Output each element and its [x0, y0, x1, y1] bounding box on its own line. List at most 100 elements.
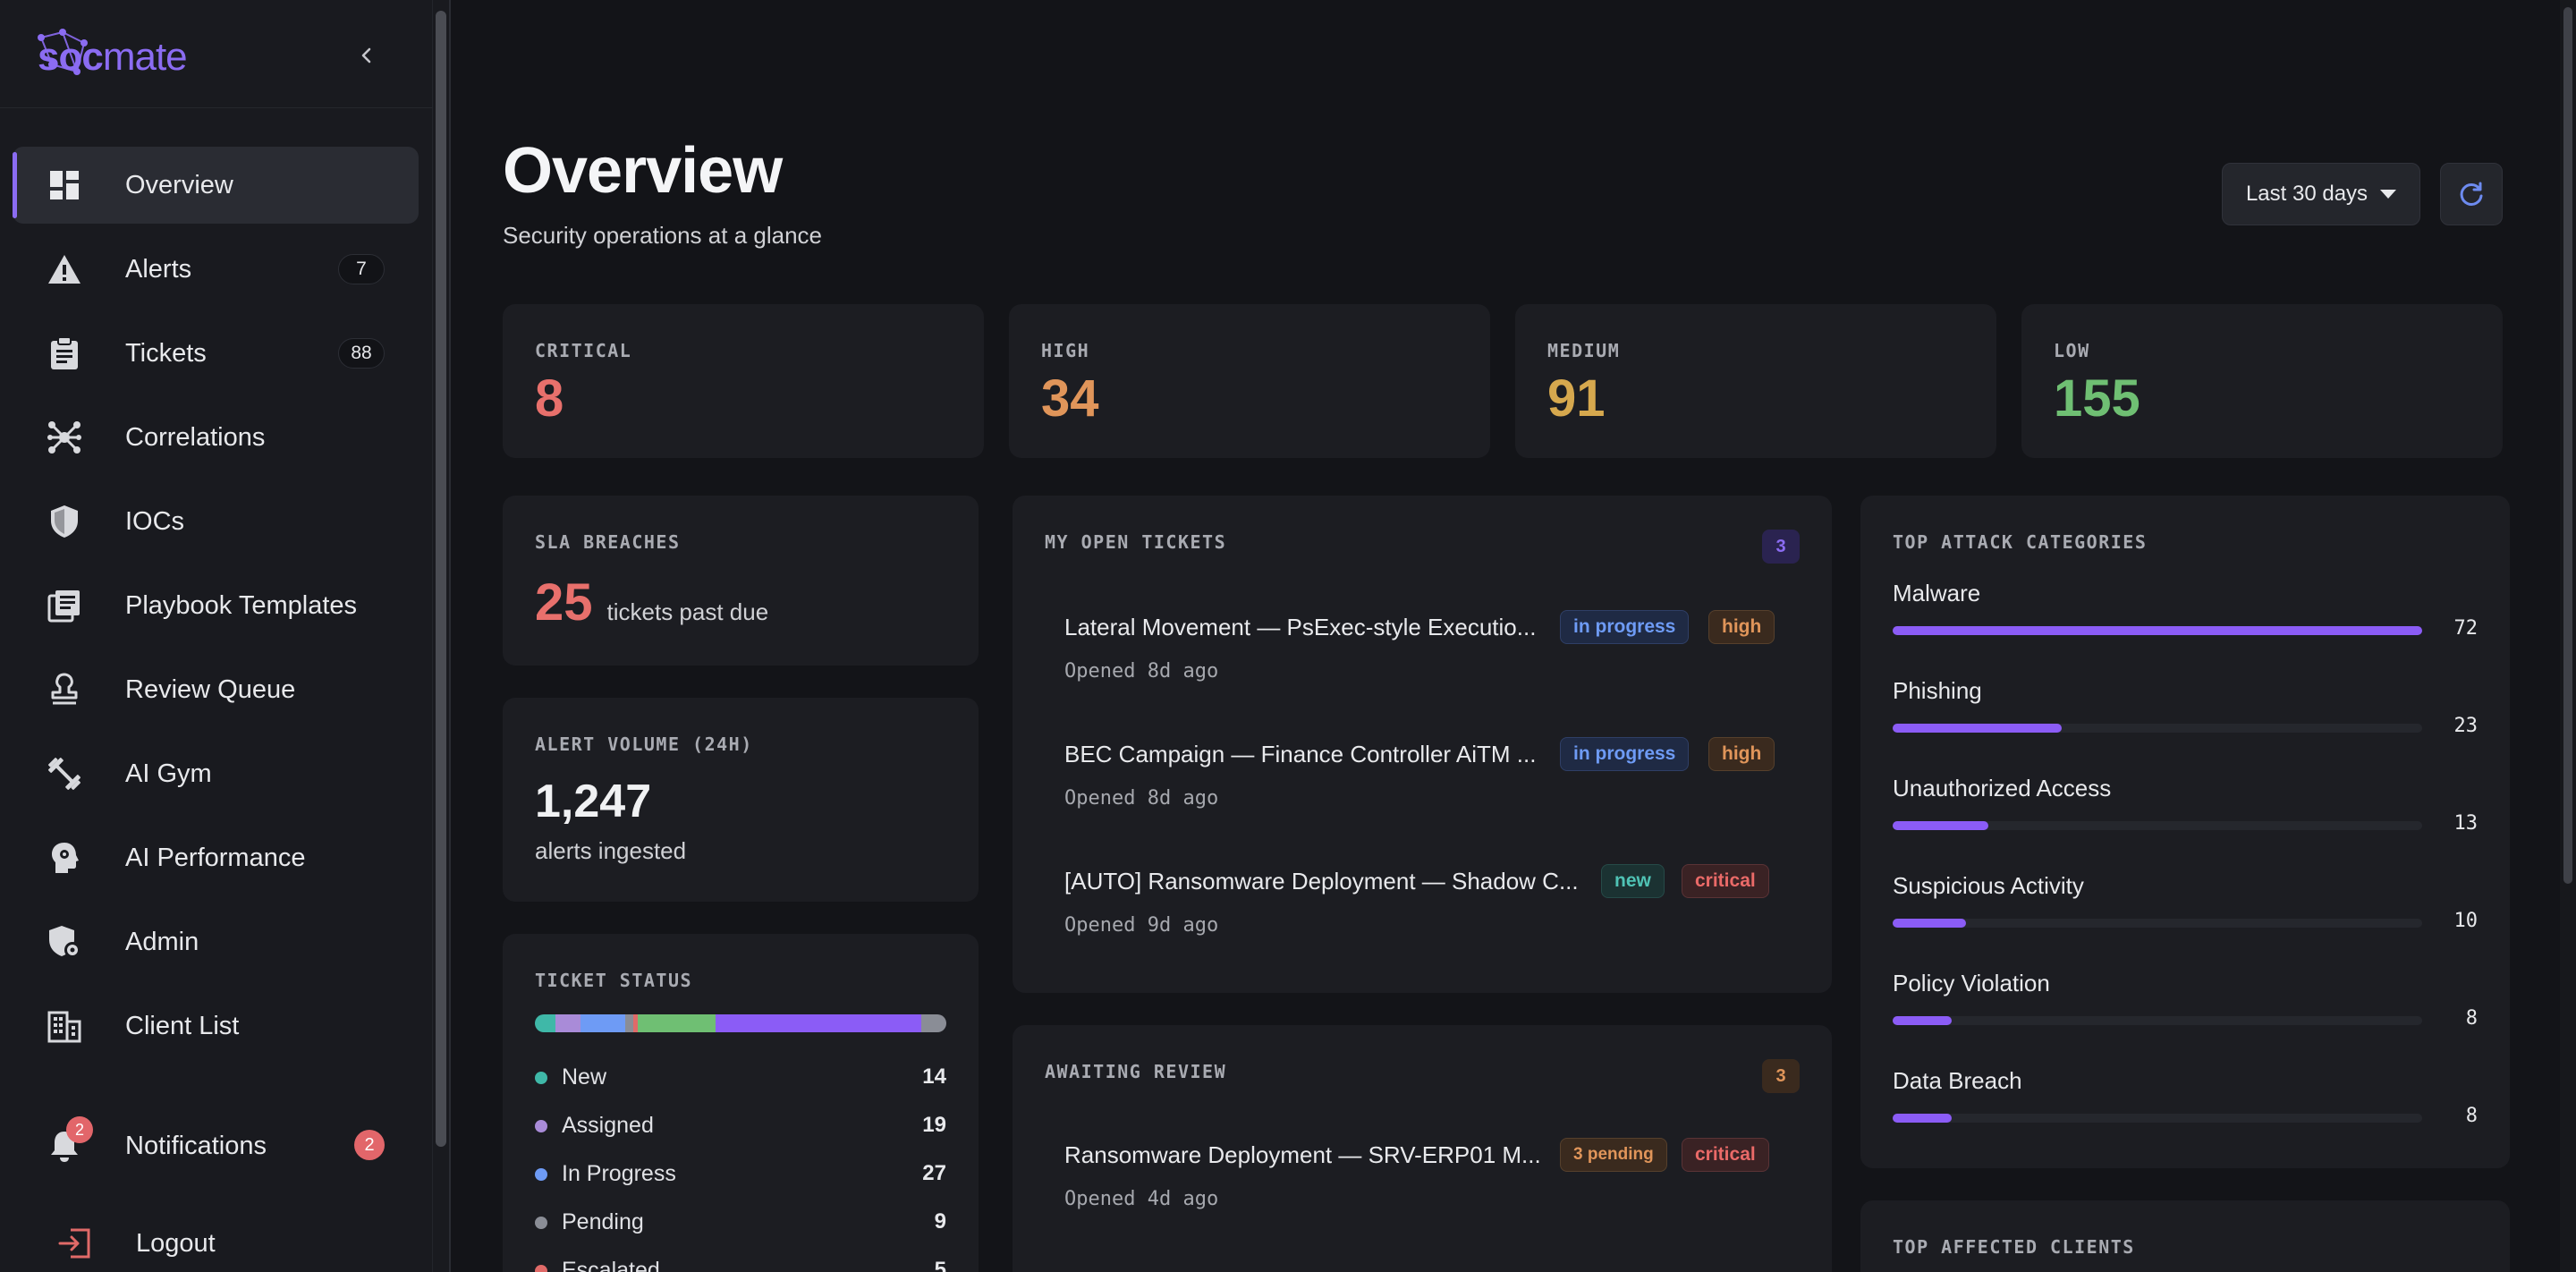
open-tickets-count: 3	[1762, 530, 1800, 564]
sidebar-item-label: Tickets	[125, 338, 207, 368]
status-pill: in progress	[1560, 737, 1690, 771]
attack-category-row[interactable]: Policy Violation 8	[1893, 970, 2478, 1068]
ticket-opened: Opened 8d ago	[1064, 660, 1219, 683]
sidebar-item-notifications[interactable]: 2 Notifications 2	[13, 1107, 419, 1184]
status-value: 9	[934, 1209, 946, 1234]
logo-mate-text: mate	[102, 35, 188, 79]
ticket-item[interactable]: [AUTO] Ransomware Deployment — Shadow C.…	[1064, 864, 1780, 975]
ticket-item[interactable]: BEC Campaign — Finance Controller AiTM .…	[1064, 737, 1780, 848]
sidebar-item-label: AI Gym	[125, 759, 212, 788]
low-card[interactable]: LOW 155	[2021, 304, 2503, 458]
page-scrollbar[interactable]	[2560, 0, 2576, 1272]
ticket-item[interactable]: Lateral Movement — PsExec-style Executio…	[1064, 610, 1780, 721]
attack-category-row[interactable]: Unauthorized Access 13	[1893, 775, 2478, 873]
critical-value: 8	[535, 369, 564, 428]
sidebar-item-ai-performance[interactable]: AI Performance	[13, 819, 419, 896]
clipboard-icon	[45, 334, 84, 373]
attack-category-row[interactable]: Suspicious Activity 10	[1893, 872, 2478, 971]
shield-icon	[45, 502, 84, 541]
status-value: 27	[922, 1161, 946, 1185]
status-segment-pending	[625, 1014, 634, 1032]
sla-value: 25	[535, 573, 593, 632]
status-row-escalated: Escalated 5	[535, 1254, 946, 1272]
top-affected-clients-card: TOP AFFECTED CLIENTS	[1860, 1200, 2510, 1272]
attack-category-bar	[1893, 1016, 1952, 1025]
status-pill: new	[1601, 864, 1665, 898]
ticket-status-bar	[535, 1014, 946, 1032]
awaiting-review-title: AWAITING REVIEW	[1045, 1061, 1227, 1082]
sidebar-item-overview[interactable]: Overview	[13, 147, 419, 224]
sidebar-item-alerts[interactable]: Alerts 7	[13, 231, 419, 308]
notifications-count-badge: 2	[354, 1130, 385, 1160]
ticket-title[interactable]: Lateral Movement — PsExec-style Executio…	[1064, 614, 1537, 640]
collapse-sidebar-button[interactable]	[351, 39, 383, 72]
attack-category-bar	[1893, 626, 2422, 635]
top-attack-categories-card: TOP ATTACK CATEGORIES Malware 72 Phishing 2…	[1860, 496, 2510, 1168]
sidebar-nav: Overview Alerts 7 Tickets 88 Correlation…	[13, 147, 419, 1072]
review-item[interactable]: Ransomware Deployment — SRV-ERP01 M... 3…	[1064, 1138, 1780, 1249]
sidebar-item-label: Admin	[125, 927, 199, 956]
logo-network-icon	[38, 29, 88, 75]
attack-category-row[interactable]: Phishing 23	[1893, 677, 2478, 776]
library-icon	[45, 586, 84, 625]
sla-breaches-card[interactable]: SLA BREACHES 25 tickets past due	[503, 496, 979, 666]
ticket-opened: Opened 9d ago	[1064, 914, 1219, 937]
logout-icon	[57, 1225, 93, 1261]
sidebar-item-review-queue[interactable]: Review Queue	[13, 651, 419, 728]
sla-caption: tickets past due	[606, 598, 769, 625]
chevron-left-icon	[361, 47, 371, 64]
alerts-count-badge: 7	[338, 254, 385, 284]
sidebar-scrollbar[interactable]	[433, 0, 451, 1272]
sidebar-item-ai-gym[interactable]: AI Gym	[13, 735, 419, 812]
caret-down-icon	[2380, 190, 2397, 199]
status-value: 5	[934, 1258, 946, 1272]
sidebar-item-tickets[interactable]: Tickets 88	[13, 315, 419, 392]
status-dot-escalated	[535, 1265, 547, 1272]
sidebar-item-correlations[interactable]: Correlations	[13, 399, 419, 476]
high-value: 34	[1041, 369, 1099, 428]
logout-button[interactable]: Logout	[57, 1225, 216, 1261]
alert-volume-title: ALERT VOLUME (24H)	[535, 734, 753, 755]
date-range-value: Last 30 days	[2245, 182, 2368, 206]
attack-category-track	[1893, 821, 2422, 830]
medium-card[interactable]: MEDIUM 91	[1515, 304, 1996, 458]
network-icon	[45, 418, 84, 457]
status-segment-resolved	[637, 1014, 716, 1032]
attack-category-name: Malware	[1893, 580, 1981, 606]
medium-value: 91	[1547, 369, 1606, 428]
review-title[interactable]: Ransomware Deployment — SRV-ERP01 M...	[1064, 1141, 1541, 1168]
sidebar-item-label: Client List	[125, 1011, 240, 1040]
sidebar-scrollbar-thumb[interactable]	[436, 11, 446, 1147]
attack-category-track	[1893, 724, 2422, 733]
ticket-title[interactable]: BEC Campaign — Finance Controller AiTM .…	[1064, 741, 1537, 767]
tickets-count-badge: 88	[338, 338, 385, 369]
building-icon	[45, 1006, 84, 1046]
status-segment-in-progress	[580, 1014, 626, 1032]
page-scrollbar-thumb[interactable]	[2563, 7, 2572, 884]
critical-card[interactable]: CRITICAL 8	[503, 304, 984, 458]
low-value: 155	[2054, 369, 2140, 428]
socmate-logo[interactable]: socmate	[38, 23, 188, 91]
date-range-select[interactable]: Last 30 days	[2222, 163, 2420, 225]
severity-pill: high	[1708, 610, 1775, 644]
alert-volume-card[interactable]: ALERT VOLUME (24H) 1,247 alerts ingested	[503, 698, 979, 902]
attack-categories-title: TOP ATTACK CATEGORIES	[1893, 531, 2148, 553]
ticket-title[interactable]: [AUTO] Ransomware Deployment — Shadow C.…	[1064, 868, 1579, 895]
status-segment-new	[535, 1014, 555, 1032]
sidebar-item-admin[interactable]: Admin	[13, 903, 419, 980]
high-card[interactable]: HIGH 34	[1009, 304, 1490, 458]
sidebar-item-label: Notifications	[125, 1131, 267, 1160]
attack-category-row[interactable]: Data Breach 8	[1893, 1067, 2478, 1166]
sidebar-item-label: AI Performance	[125, 843, 306, 872]
sidebar-item-client-list[interactable]: Client List	[13, 988, 419, 1064]
attack-category-bar	[1893, 724, 2063, 733]
status-name: Assigned	[562, 1113, 654, 1138]
refresh-button[interactable]	[2440, 163, 2503, 225]
sidebar-item-label: Playbook Templates	[125, 590, 358, 620]
attack-category-bar	[1893, 821, 1988, 830]
sidebar-item-playbook-templates[interactable]: Playbook Templates	[13, 567, 419, 644]
sidebar-item-iocs[interactable]: IOCs	[13, 483, 419, 560]
page-title: Overview	[503, 135, 783, 207]
attack-category-row[interactable]: Malware 72	[1893, 580, 2478, 678]
alert-volume-caption: alerts ingested	[535, 837, 687, 864]
